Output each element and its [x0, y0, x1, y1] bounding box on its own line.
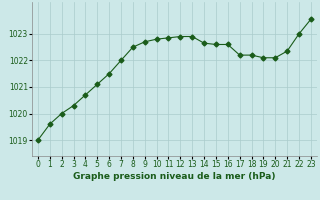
- X-axis label: Graphe pression niveau de la mer (hPa): Graphe pression niveau de la mer (hPa): [73, 172, 276, 181]
